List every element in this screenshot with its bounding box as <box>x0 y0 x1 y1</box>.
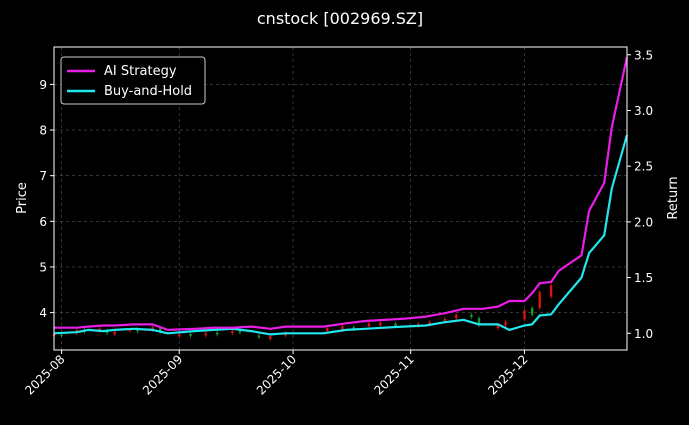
candle-body <box>326 328 329 331</box>
y-tick-label: 6 <box>39 215 47 229</box>
candle-body <box>269 336 272 340</box>
candle-body <box>189 334 192 336</box>
candle-body <box>549 285 553 297</box>
candle-body <box>178 334 181 337</box>
ai-strategy-line <box>54 56 629 331</box>
candle-body <box>496 324 500 329</box>
y2-tick-label: 2.0 <box>634 215 653 229</box>
candle-body <box>477 318 481 326</box>
candle-body <box>341 326 344 330</box>
candle-body <box>352 327 355 330</box>
chart-title: cnstock [002969.SZ] <box>257 9 423 28</box>
y-tick-label: 5 <box>39 260 47 274</box>
y2-tick-label: 2.5 <box>634 160 653 174</box>
legend-box <box>60 56 206 105</box>
legend: AI Strategy Buy-and-Hold <box>60 56 206 105</box>
y2-tick-label: 1.0 <box>634 327 653 341</box>
y-axis-label-right: Return <box>666 176 681 219</box>
candle-body <box>367 323 371 327</box>
candle-body <box>128 329 132 331</box>
candle-body <box>60 334 63 336</box>
y-tick-label: 8 <box>39 124 47 138</box>
candle-body <box>98 328 101 331</box>
legend-label-ai-strategy: AI Strategy <box>104 64 177 79</box>
y-tick-label: 4 <box>39 306 47 320</box>
candle-body <box>159 328 162 332</box>
series-lines <box>53 56 629 336</box>
y-axis-label-left: Price <box>15 182 30 214</box>
candle-body <box>428 322 431 325</box>
candle-body <box>394 323 397 327</box>
candle-body <box>523 310 526 320</box>
buy-and-hold-line <box>53 134 629 336</box>
plot-frame <box>53 46 628 351</box>
candle-body <box>105 330 109 334</box>
candle-body <box>455 314 458 319</box>
candle-body <box>204 333 207 336</box>
candle-body <box>238 330 242 333</box>
candle-body <box>231 330 234 334</box>
y2-tick-label: 3.5 <box>634 48 653 62</box>
candle-body <box>379 322 382 326</box>
candle-body <box>538 292 541 309</box>
y2-tick-label: 1.5 <box>634 271 653 285</box>
y-axis-right: 1.0 1.5 2.0 2.5 3.0 3.5 <box>627 48 653 341</box>
y-tick-label: 7 <box>39 169 47 183</box>
y-axis-left: 4 5 6 7 8 9 <box>39 78 54 320</box>
candle-body <box>504 321 507 326</box>
candle-body <box>257 335 261 338</box>
candle-body <box>443 318 447 322</box>
candle-body <box>113 331 116 335</box>
candle-body <box>470 314 473 318</box>
legend-label-buy-and-hold: Buy-and-Hold <box>104 84 192 99</box>
candle-body <box>136 329 139 332</box>
candle-body <box>215 332 219 335</box>
candle-body <box>530 308 534 315</box>
y2-tick-label: 3.0 <box>634 104 653 118</box>
y-tick-label: 9 <box>39 78 47 92</box>
candle-body <box>151 327 154 330</box>
